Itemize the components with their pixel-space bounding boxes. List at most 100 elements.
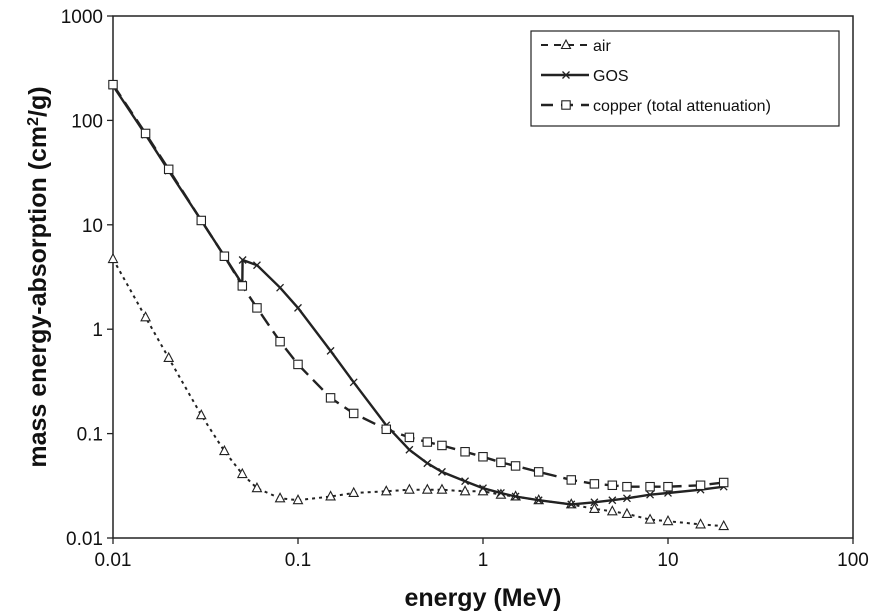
data-point xyxy=(238,256,247,264)
data-point xyxy=(437,467,446,476)
data-point xyxy=(496,457,506,468)
data-point xyxy=(140,128,151,139)
data-point xyxy=(274,492,286,503)
legend-box xyxy=(530,30,840,127)
data-point xyxy=(195,409,207,420)
data-point xyxy=(589,479,600,489)
legend: air GOS copper (total attenuation) xyxy=(530,30,840,127)
series-copper xyxy=(108,79,729,492)
data-point xyxy=(275,336,285,347)
data-point xyxy=(252,303,262,313)
data-point xyxy=(695,480,706,491)
data-point xyxy=(437,440,447,451)
data-point xyxy=(325,393,336,403)
data-point xyxy=(405,445,414,454)
data-point xyxy=(590,498,599,507)
data-point xyxy=(645,481,655,492)
data-point xyxy=(606,505,618,516)
legend-label: GOS xyxy=(593,68,629,85)
data-point xyxy=(292,494,304,505)
data-point xyxy=(718,519,730,531)
legend-marker xyxy=(562,71,570,79)
data-point xyxy=(621,507,633,518)
legend-entry: copper (total attenuation) xyxy=(541,98,771,115)
data-point xyxy=(403,483,415,494)
data-point xyxy=(588,502,600,513)
data-point xyxy=(276,283,285,292)
data-point xyxy=(163,351,175,363)
data-point xyxy=(421,483,433,494)
series-line-air xyxy=(112,258,724,528)
y-tick-label: 0.1 xyxy=(77,425,103,446)
data-point xyxy=(108,79,118,90)
data-point xyxy=(622,494,631,503)
series-line-copper xyxy=(112,84,724,488)
data-point xyxy=(348,408,359,419)
data-point xyxy=(566,475,577,485)
x-tick-label: 100 xyxy=(837,550,869,571)
data-point xyxy=(436,483,448,494)
data-point xyxy=(196,215,207,226)
data-point xyxy=(325,490,336,501)
data-point xyxy=(251,482,263,493)
x-tick-label: 10 xyxy=(657,550,678,571)
data-point xyxy=(326,346,335,355)
data-point xyxy=(662,514,674,526)
data-point xyxy=(219,251,230,261)
series-gos xyxy=(109,81,728,509)
y-tick-label: 100 xyxy=(71,111,103,132)
y-tick-label: 0.01 xyxy=(66,529,103,550)
legend-label: air xyxy=(593,38,611,55)
data-point xyxy=(380,485,392,496)
legend-label: copper (total attenuation) xyxy=(593,98,771,115)
data-point xyxy=(608,496,617,505)
legend-entry: GOS xyxy=(541,68,629,85)
data-point xyxy=(381,424,392,435)
y-tick-label: 10 xyxy=(82,216,103,237)
y-tick-label: 1 xyxy=(92,320,103,341)
data-point xyxy=(644,513,656,524)
data-point xyxy=(349,378,358,387)
axis-ticks: 0.01 0.1 1 10 100 0.01 0.1 1 10 100 1000 xyxy=(61,7,869,571)
data-point xyxy=(510,461,521,471)
data-point xyxy=(478,452,488,462)
data-point xyxy=(511,492,520,501)
x-tick-label: 0.1 xyxy=(285,550,311,571)
data-point xyxy=(237,281,248,291)
data-point xyxy=(107,252,119,264)
data-point xyxy=(459,485,471,496)
data-point xyxy=(422,437,433,447)
data-point xyxy=(163,164,174,175)
data-point xyxy=(718,477,729,488)
data-point xyxy=(534,496,543,505)
data-point xyxy=(533,467,544,477)
data-point xyxy=(567,500,576,509)
x-tick-label: 1 xyxy=(478,550,489,571)
data-point xyxy=(140,311,151,322)
data-point xyxy=(293,359,303,370)
data-point xyxy=(404,432,415,443)
data-point xyxy=(663,481,673,492)
legend-marker xyxy=(561,100,571,110)
x-tick-label: 0.01 xyxy=(95,550,132,571)
data-point xyxy=(479,484,487,493)
data-point xyxy=(607,480,618,491)
legend-entry: air xyxy=(541,38,611,55)
legend-items: air GOS copper (total attenuation) xyxy=(541,38,771,115)
y-tick-label: 1000 xyxy=(61,7,103,28)
data-point xyxy=(622,481,632,492)
data-point xyxy=(294,303,302,312)
y-axis-title: mass energy-absorption (cm2/g) xyxy=(24,86,52,467)
data-point xyxy=(646,490,655,499)
legend-marker xyxy=(560,38,572,50)
data-point xyxy=(236,467,248,479)
data-point xyxy=(252,261,261,270)
data-point xyxy=(496,489,505,497)
data-point xyxy=(423,459,432,468)
data-point xyxy=(695,518,706,529)
data-point xyxy=(460,447,470,457)
data-point xyxy=(461,477,470,486)
series-layer xyxy=(107,79,730,531)
data-point xyxy=(348,486,360,498)
